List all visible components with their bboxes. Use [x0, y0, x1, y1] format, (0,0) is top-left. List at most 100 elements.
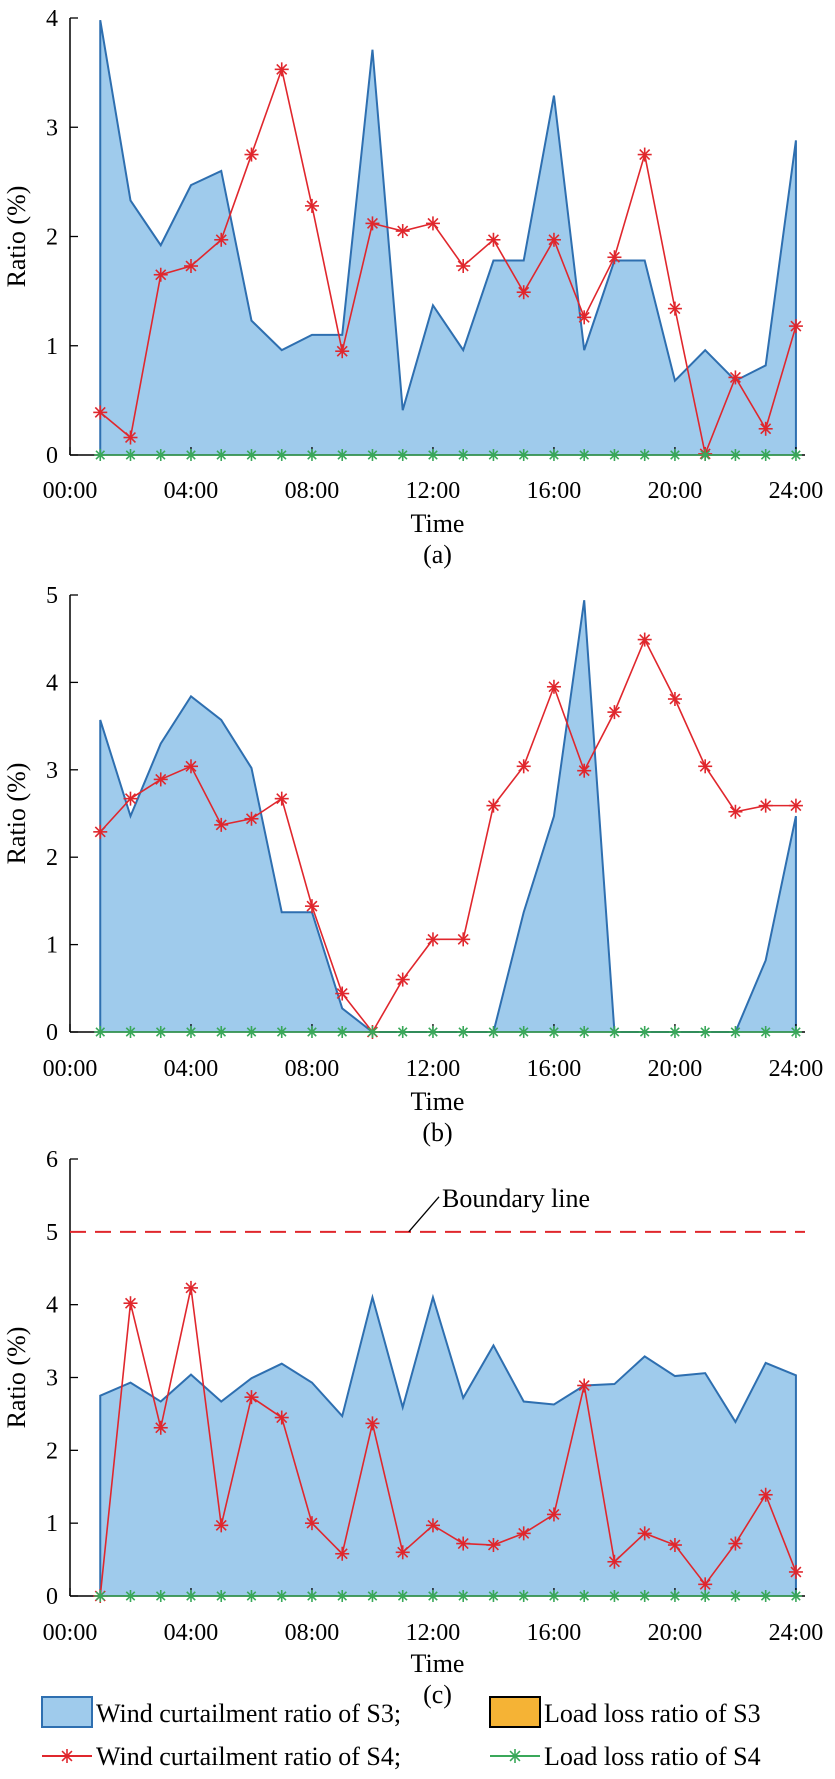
point-s4-load	[729, 449, 742, 461]
point-s4-load	[305, 1590, 318, 1602]
point-s4-wind	[698, 1577, 713, 1592]
y-axis-title: Ratio (%)	[2, 763, 31, 865]
point-s4-wind	[93, 824, 108, 839]
point-s4-wind	[395, 224, 410, 239]
series-line-s4-wind	[99, 1287, 797, 1597]
point-s4-load	[578, 449, 591, 461]
point-s4-load	[457, 449, 470, 461]
point-s4-wind	[607, 705, 622, 720]
point-s4-load	[487, 449, 500, 461]
point-s4-wind	[395, 1545, 410, 1560]
point-s4-load	[184, 449, 197, 461]
x-tick-label: 00:00	[43, 1620, 98, 1646]
point-s4-wind	[667, 692, 682, 707]
x-tick-label: 04:00	[164, 1056, 219, 1082]
x-tick-label: 12:00	[406, 478, 461, 504]
annotation-leader	[408, 1196, 440, 1233]
point-s4-load	[457, 1590, 470, 1602]
legend: Wind curtailment ratio of S3; Load loss …	[41, 1696, 761, 1771]
point-s4-wind	[667, 1538, 682, 1553]
point-s4-load	[245, 1026, 258, 1038]
x-tick-label: 20:00	[648, 1620, 703, 1646]
point-s4-wind	[577, 1378, 592, 1393]
legend-label-s4-load: Load loss ratio of S4	[544, 1742, 761, 1771]
x-axis-title: Time	[411, 509, 465, 538]
point-s4-wind	[698, 759, 713, 774]
y-tick-label: 3	[46, 758, 58, 784]
point-s4-load	[426, 449, 439, 461]
x-tick-label: 20:00	[648, 1056, 703, 1082]
x-tick-label: 08:00	[285, 1056, 340, 1082]
y-axis-title: Ratio (%)	[2, 1327, 31, 1429]
series-area-s3-wind	[100, 20, 796, 456]
y-tick-label: 1	[46, 1511, 58, 1537]
point-s4-load	[699, 1026, 712, 1038]
point-s4-wind	[728, 804, 743, 819]
point-s4-wind	[93, 405, 108, 420]
x-tick-label: 12:00	[406, 1620, 461, 1646]
x-axis-title: Time	[411, 1087, 465, 1116]
point-s4-wind	[123, 791, 138, 806]
y-tick-label: 0	[46, 443, 58, 469]
point-s4-load	[154, 1590, 167, 1602]
point-s4-load	[94, 1026, 107, 1038]
x-tick-label: 20:00	[648, 478, 703, 504]
point-s4-load	[426, 1590, 439, 1602]
point-s4-load	[215, 1590, 228, 1602]
point-s4-load	[517, 1026, 530, 1038]
point-s4-wind	[758, 1487, 773, 1502]
point-s4-wind	[456, 932, 471, 947]
point-s4-load	[215, 449, 228, 461]
point-s4-load	[275, 449, 288, 461]
point-s4-load	[547, 1026, 560, 1038]
point-s4-wind	[335, 986, 350, 1001]
point-s4-wind	[214, 817, 229, 832]
point-s4-wind	[395, 972, 410, 987]
point-s4-wind	[758, 421, 773, 436]
point-s4-wind	[153, 267, 168, 282]
point-s4-load	[547, 1590, 560, 1602]
y-tick-label: 4	[46, 670, 58, 696]
point-s4-load	[759, 1590, 772, 1602]
point-s4-load	[487, 1590, 500, 1602]
point-s4-load	[245, 1590, 258, 1602]
y-tick-label: 3	[46, 1366, 58, 1392]
point-s4-wind	[486, 232, 501, 247]
point-s4-wind	[304, 198, 319, 213]
point-s4-load	[699, 1590, 712, 1602]
x-tick-label: 08:00	[285, 1620, 340, 1646]
point-s4-load	[305, 449, 318, 461]
point-s4-load	[547, 449, 560, 461]
x-tick-label: 00:00	[43, 1056, 98, 1082]
point-s4-wind	[486, 798, 501, 813]
legend-marker-s4-load	[490, 1749, 540, 1763]
x-tick-label: 24:00	[769, 478, 824, 504]
point-s4-wind	[183, 258, 198, 273]
point-s4-load	[366, 1026, 379, 1038]
point-s4-load	[94, 1590, 107, 1602]
point-s4-load	[638, 449, 651, 461]
point-s4-wind	[788, 798, 803, 813]
legend-label-s3-wind: Wind curtailment ratio of S3;	[96, 1699, 401, 1728]
point-s4-wind	[577, 310, 592, 325]
point-s4-wind	[546, 232, 561, 247]
point-s4-wind	[637, 1526, 652, 1541]
y-tick-label: 0	[46, 1020, 58, 1046]
point-s4-wind	[153, 1420, 168, 1435]
point-s4-load	[668, 1590, 681, 1602]
legend-label-s3-load: Load loss ratio of S3	[544, 1699, 761, 1728]
point-s4-wind	[607, 1554, 622, 1569]
panel-label: (c)	[423, 1680, 452, 1709]
point-s4-wind	[546, 679, 561, 694]
legend-marker-s4-wind	[42, 1749, 92, 1763]
y-tick-label: 3	[46, 115, 58, 141]
point-s4-wind	[214, 1518, 229, 1533]
chart-panel-a: 0 1 2 3 4 00:00 04:00 08:00 12:00 16:00 20:00 24:00…	[2, 6, 823, 569]
y-tick-label: 5	[46, 1220, 58, 1246]
annotation-boundary-line: Boundary line	[442, 1184, 590, 1213]
legend-swatch-s3-load	[489, 1696, 541, 1728]
point-s4-load	[578, 1026, 591, 1038]
point-s4-wind	[274, 791, 289, 806]
x-tick-label: 24:00	[769, 1056, 824, 1082]
